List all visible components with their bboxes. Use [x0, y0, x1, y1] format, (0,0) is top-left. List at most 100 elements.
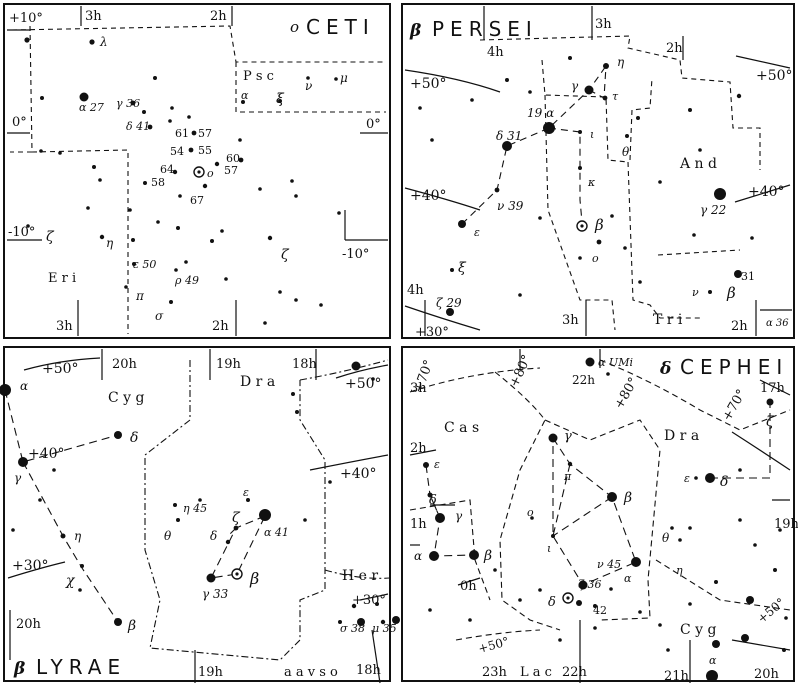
cephei-dra: D r a — [664, 428, 699, 444]
persei-star-xi: ξ — [458, 260, 467, 276]
cephei-frame — [401, 346, 795, 682]
lyrae-boundaries — [144, 359, 391, 661]
lyrae-star-sigma38: σ 38 — [340, 622, 365, 635]
cephei-star-alpha-cas: α — [414, 549, 422, 563]
panel-frames — [3, 3, 795, 682]
persei-ra-3h-top: 3h — [595, 17, 612, 32]
cephei-title: CEPHEI — [680, 355, 788, 379]
cephei-star-beta-cas: β — [483, 548, 492, 564]
persei-title-greek: β — [409, 21, 421, 41]
cephei-stars — [423, 357, 788, 682]
lyrae-dec-p30-right: +30° — [352, 593, 386, 608]
ceti-star-mu: μ — [340, 71, 348, 85]
lyrae-star-delta-cyg: δ — [130, 430, 138, 446]
cephei-star-pi: π — [563, 470, 572, 483]
cephei-star-gamma: γ — [564, 429, 572, 444]
persei-star-eta: η — [617, 55, 625, 69]
persei-star-gamma22: γ 22 — [700, 203, 726, 217]
persei-figure-lines — [461, 65, 607, 225]
lyrae-cyg: C y g — [108, 390, 145, 406]
ceti-star-55: 55 — [198, 144, 212, 157]
cephei-ra-2h: 2h — [410, 441, 427, 456]
ceti-star-64: 64 — [160, 163, 174, 176]
cephei-star-zeta-dra: ζ — [766, 414, 775, 430]
cephei-ra-21h: 21h — [664, 669, 690, 684]
cephei-alpha-umi: α UMi — [598, 356, 633, 369]
lyrae-star-eta-cyg: η — [74, 529, 82, 543]
cephei-star-42: 42 — [593, 604, 607, 617]
ceti-star-pi: π — [135, 289, 145, 303]
persei-star-zeta29: ζ 29 — [436, 296, 462, 310]
ceti-frame — [3, 3, 391, 339]
lyrae-ra-20h-top: 20h — [112, 357, 138, 372]
cephei-star-gamma-cas: γ — [455, 509, 463, 523]
lyrae-stars — [0, 361, 400, 626]
ceti-psc: P s c — [243, 69, 274, 84]
cephei-ra-1h: 1h — [410, 517, 427, 532]
lyrae-star-epsilon: ε — [243, 486, 249, 499]
ceti-boundaries — [10, 25, 386, 334]
cephei-star-eta: η — [676, 564, 683, 577]
cephei-star-beta: β — [623, 490, 632, 506]
persei-star-beta-tri: β — [726, 284, 736, 302]
lyrae-ra-18h-bot: 18h — [356, 663, 382, 678]
lyrae-star-alpha41: α 41 — [264, 526, 289, 539]
ceti-ra-3h-bot: 3h — [56, 319, 73, 334]
persei-star-alpha36: α 36 — [766, 318, 789, 329]
ceti-grid-ticks — [7, 6, 388, 336]
cephei-ra-23h: 23h — [482, 665, 508, 680]
lyrae-star-chi: χ — [65, 573, 76, 589]
ceti-dec-m10-right: -10° — [342, 247, 369, 262]
ceti-star-xi: ξ — [276, 91, 285, 107]
cephei-delta-center — [566, 596, 570, 600]
cephei-title-greek: δ — [659, 359, 671, 379]
ceti-star-alpha27: α 27 — [79, 101, 104, 114]
persei-star-theta: θ — [622, 145, 630, 159]
cephei-star-epsilon-dra: ε — [684, 472, 690, 485]
cephei-dec-p50-bot: +50° — [477, 634, 511, 656]
ceti-star-omicron: o — [207, 167, 214, 180]
persei-dec-p40-left: +40° — [410, 188, 447, 204]
cephei-dec-p80-left: +80° — [507, 353, 535, 390]
ceti-star-67: 67 — [190, 194, 204, 207]
persei-chart: β PERSEI 3h 4h 2h +50° +50° +40° +40° +3… — [404, 6, 793, 340]
cephei-star-alpha-cyg: α — [709, 654, 717, 667]
ceti-star-lambda: λ — [99, 35, 108, 49]
persei-algol-center — [580, 224, 584, 228]
ceti-star-alpha-psc: α — [241, 89, 249, 102]
persei-dec-p30: +30° — [415, 325, 449, 340]
persei-star-nu-tri: ν — [692, 286, 699, 299]
cephei-star-zeta36: ζ 36 — [578, 578, 601, 591]
lyrae-dec-p40-left: +40° — [28, 446, 65, 462]
cephei-lac: L a c — [520, 665, 552, 680]
persei-title: PERSEI — [432, 17, 538, 41]
persei-star-tau: τ — [612, 90, 619, 103]
lyrae-ra-19h-top: 19h — [216, 357, 242, 372]
cephei-ra-17h: 17h — [760, 381, 786, 396]
persei-star-31: 31 — [741, 270, 755, 283]
persei-tri: T r i — [653, 312, 683, 328]
ceti-star-eta: η — [106, 236, 114, 250]
ceti-ra-2h-top: 2h — [210, 9, 227, 24]
cephei-ra-3h: 3h — [410, 381, 427, 396]
ceti-star-54: 54 — [170, 145, 184, 158]
cephei-star-epsilon-cas: ε — [434, 458, 440, 471]
persei-frame — [401, 3, 795, 339]
ceti-title: CETI — [306, 15, 375, 39]
lyrae-chart: α +50° 20h 19h 18h D r a +50° C y g δ +4… — [0, 349, 400, 684]
lyrae-grid-lines — [7, 349, 389, 684]
persei-star-omicron: o — [592, 252, 599, 265]
cephei-cas: C a s — [444, 420, 479, 436]
persei-dec-p50-left: +50° — [410, 76, 447, 92]
cephei-star-alpha-cep: α — [624, 572, 632, 585]
cephei-cyg: C y g — [680, 622, 717, 638]
cephei-star-theta: θ — [662, 531, 670, 545]
cephei-star-delta: δ — [548, 595, 556, 610]
lyrae-aavso: a a v s o — [284, 665, 338, 680]
ceti-eri: E r i — [48, 271, 76, 286]
ceti-star-sigma: σ — [155, 309, 164, 323]
ceti-chart: +10° 3h 2h o CETI P s c 0° 0° -10° -10° … — [7, 6, 388, 336]
ceti-star-58: 58 — [151, 176, 165, 189]
ceti-star-61: 61 — [175, 127, 189, 140]
